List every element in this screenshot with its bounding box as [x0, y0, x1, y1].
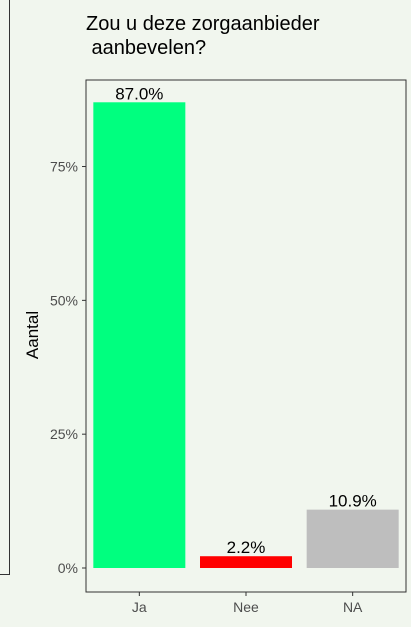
data-labels: 87.0% 2.2% 10.9%: [115, 84, 377, 557]
y-tick-label: 75%: [50, 159, 78, 175]
x-tick-label: NA: [343, 599, 363, 615]
bar-ja: [93, 102, 186, 568]
bars: [93, 102, 399, 568]
adjacent-panel-border: [0, 0, 10, 575]
x-axis-ticks: Ja Nee NA: [132, 592, 363, 615]
chart-title: Zou u deze zorgaanbieder aanbevelen?: [86, 13, 320, 59]
data-label-nee: 2.2%: [227, 538, 266, 557]
y-tick-label: 0%: [58, 560, 78, 576]
bar-nee: [200, 556, 292, 568]
x-tick-label: Ja: [132, 599, 147, 615]
x-tick-label: Nee: [233, 599, 259, 615]
chart-title-line: Zou u deze zorgaanbieder: [86, 13, 320, 35]
data-label-na: 10.9%: [329, 492, 377, 511]
data-label-ja: 87.0%: [115, 84, 163, 103]
y-tick-label: 50%: [50, 292, 78, 308]
y-axis-ticks: 0% 25% 50% 75%: [50, 159, 86, 576]
y-tick-label: 25%: [50, 426, 78, 442]
plot-panel-border: [85, 79, 407, 593]
bar-na: [306, 509, 399, 568]
chart-title-line: aanbevelen?: [86, 37, 206, 59]
y-axis-label: Aantal: [23, 311, 42, 359]
